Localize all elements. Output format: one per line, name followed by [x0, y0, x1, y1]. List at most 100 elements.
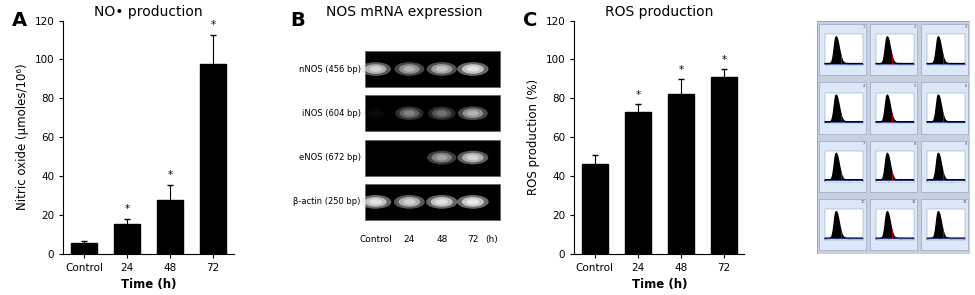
Ellipse shape [370, 199, 382, 205]
Text: 2: 2 [914, 25, 916, 29]
Ellipse shape [467, 66, 479, 72]
Text: 1: 1 [863, 25, 865, 29]
Polygon shape [876, 212, 914, 238]
Ellipse shape [370, 111, 380, 116]
Polygon shape [876, 153, 914, 180]
FancyBboxPatch shape [871, 24, 916, 76]
Ellipse shape [436, 111, 448, 116]
Ellipse shape [427, 62, 457, 76]
FancyBboxPatch shape [365, 51, 500, 87]
Ellipse shape [436, 155, 448, 160]
Ellipse shape [394, 195, 425, 209]
FancyBboxPatch shape [876, 209, 914, 240]
Text: Control: Control [359, 235, 392, 244]
FancyBboxPatch shape [825, 35, 863, 65]
Polygon shape [876, 95, 914, 122]
Bar [200, 64, 226, 254]
Ellipse shape [427, 151, 456, 164]
Polygon shape [927, 37, 965, 64]
FancyBboxPatch shape [871, 141, 916, 192]
FancyBboxPatch shape [365, 184, 500, 220]
Title: NOS mRNA expression: NOS mRNA expression [326, 6, 483, 19]
Ellipse shape [428, 106, 455, 120]
Text: B: B [291, 11, 305, 30]
FancyBboxPatch shape [819, 141, 866, 192]
Bar [668, 94, 694, 254]
Ellipse shape [467, 155, 479, 160]
X-axis label: Time (h): Time (h) [632, 278, 687, 291]
Ellipse shape [364, 106, 387, 120]
Text: (h): (h) [486, 235, 498, 244]
Ellipse shape [467, 111, 479, 116]
Title: NO• production: NO• production [95, 6, 203, 19]
Text: A: A [13, 11, 27, 30]
Ellipse shape [457, 62, 488, 76]
Ellipse shape [432, 109, 451, 118]
Ellipse shape [365, 64, 386, 74]
Polygon shape [825, 212, 863, 238]
Text: *: * [679, 65, 683, 75]
Ellipse shape [399, 64, 420, 74]
Text: 72: 72 [467, 235, 479, 244]
FancyBboxPatch shape [365, 95, 500, 131]
Ellipse shape [432, 153, 452, 162]
Ellipse shape [370, 66, 382, 72]
Text: 5: 5 [914, 83, 916, 88]
FancyBboxPatch shape [365, 140, 500, 176]
FancyBboxPatch shape [819, 24, 866, 76]
FancyBboxPatch shape [927, 93, 965, 123]
Text: *: * [211, 20, 215, 30]
Text: 8: 8 [914, 142, 916, 146]
Ellipse shape [404, 66, 415, 72]
FancyBboxPatch shape [927, 151, 965, 182]
Text: 11: 11 [912, 200, 916, 204]
FancyBboxPatch shape [876, 93, 914, 123]
Ellipse shape [400, 109, 419, 118]
Text: C: C [524, 11, 537, 30]
Ellipse shape [360, 62, 391, 76]
Text: *: * [722, 55, 726, 65]
Text: nNOS (456 bp): nNOS (456 bp) [299, 65, 361, 73]
FancyBboxPatch shape [871, 82, 916, 134]
Y-axis label: Nitric oxide (μmoles/10⁶): Nitric oxide (μmoles/10⁶) [16, 64, 29, 211]
Ellipse shape [365, 197, 386, 207]
Polygon shape [876, 37, 914, 64]
Ellipse shape [462, 109, 484, 118]
Text: 48: 48 [436, 235, 448, 244]
FancyBboxPatch shape [921, 141, 968, 192]
Text: 9: 9 [965, 142, 967, 146]
Ellipse shape [436, 66, 448, 72]
FancyBboxPatch shape [825, 93, 863, 123]
FancyBboxPatch shape [921, 199, 968, 250]
Text: 10: 10 [860, 200, 865, 204]
FancyBboxPatch shape [825, 151, 863, 182]
Ellipse shape [462, 153, 484, 162]
Bar [582, 164, 607, 254]
Bar [71, 243, 97, 254]
Polygon shape [825, 95, 863, 122]
Ellipse shape [457, 195, 488, 209]
Text: 3: 3 [965, 25, 967, 29]
Ellipse shape [458, 106, 488, 120]
Ellipse shape [404, 199, 415, 205]
Title: ROS production: ROS production [605, 6, 714, 19]
FancyBboxPatch shape [921, 24, 968, 76]
FancyBboxPatch shape [819, 199, 866, 250]
Text: 12: 12 [962, 200, 967, 204]
Ellipse shape [395, 106, 423, 120]
FancyBboxPatch shape [876, 35, 914, 65]
FancyBboxPatch shape [927, 35, 965, 65]
X-axis label: Time (h): Time (h) [121, 278, 176, 291]
FancyBboxPatch shape [927, 209, 965, 240]
Ellipse shape [467, 199, 479, 205]
Text: 24: 24 [404, 235, 415, 244]
FancyBboxPatch shape [921, 82, 968, 134]
FancyBboxPatch shape [819, 82, 866, 134]
Text: eNOS (672 bp): eNOS (672 bp) [299, 153, 361, 162]
Ellipse shape [431, 197, 452, 207]
Ellipse shape [368, 109, 384, 118]
Polygon shape [825, 153, 863, 180]
FancyBboxPatch shape [825, 209, 863, 240]
Polygon shape [927, 95, 965, 122]
Polygon shape [927, 153, 965, 180]
